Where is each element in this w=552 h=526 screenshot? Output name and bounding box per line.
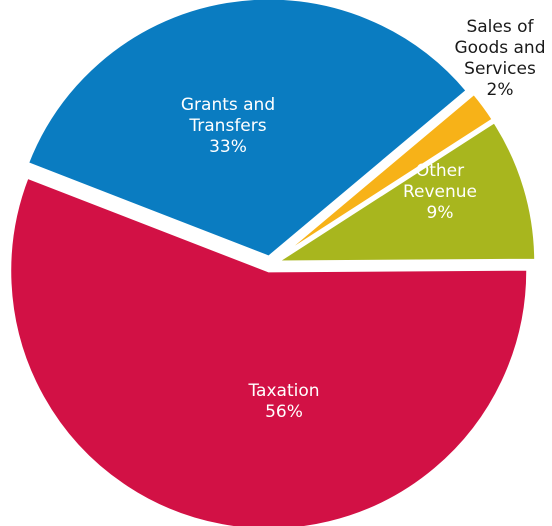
label-grants-and: Grants and Transfers 33% <box>181 95 275 157</box>
label-line: Services <box>464 59 536 79</box>
label-sales-of: Sales of Goods and Services 2% <box>454 17 545 100</box>
label-line: 2% <box>487 80 514 100</box>
label-line: 9% <box>427 203 454 223</box>
label-line: Taxation <box>247 381 319 401</box>
label-other: Other Revenue 9% <box>403 161 477 223</box>
pie-labels: Sales of Goods and Services 2% Other Revenue 9… <box>181 17 546 422</box>
slice-sales-of <box>274 91 495 262</box>
label-taxation: Taxation 56% <box>247 381 319 422</box>
label-line: Other <box>416 161 464 181</box>
label-line: Goods and <box>454 38 545 58</box>
label-line: Transfers <box>188 116 266 136</box>
label-line: 56% <box>265 402 303 422</box>
label-line: Grants and <box>181 95 275 115</box>
slice-other <box>275 120 538 264</box>
label-line: Sales of <box>466 17 534 37</box>
label-line: 33% <box>209 137 247 157</box>
slice-grants-and <box>25 0 469 259</box>
label-line: Revenue <box>403 182 477 202</box>
pie-slices <box>8 0 538 526</box>
